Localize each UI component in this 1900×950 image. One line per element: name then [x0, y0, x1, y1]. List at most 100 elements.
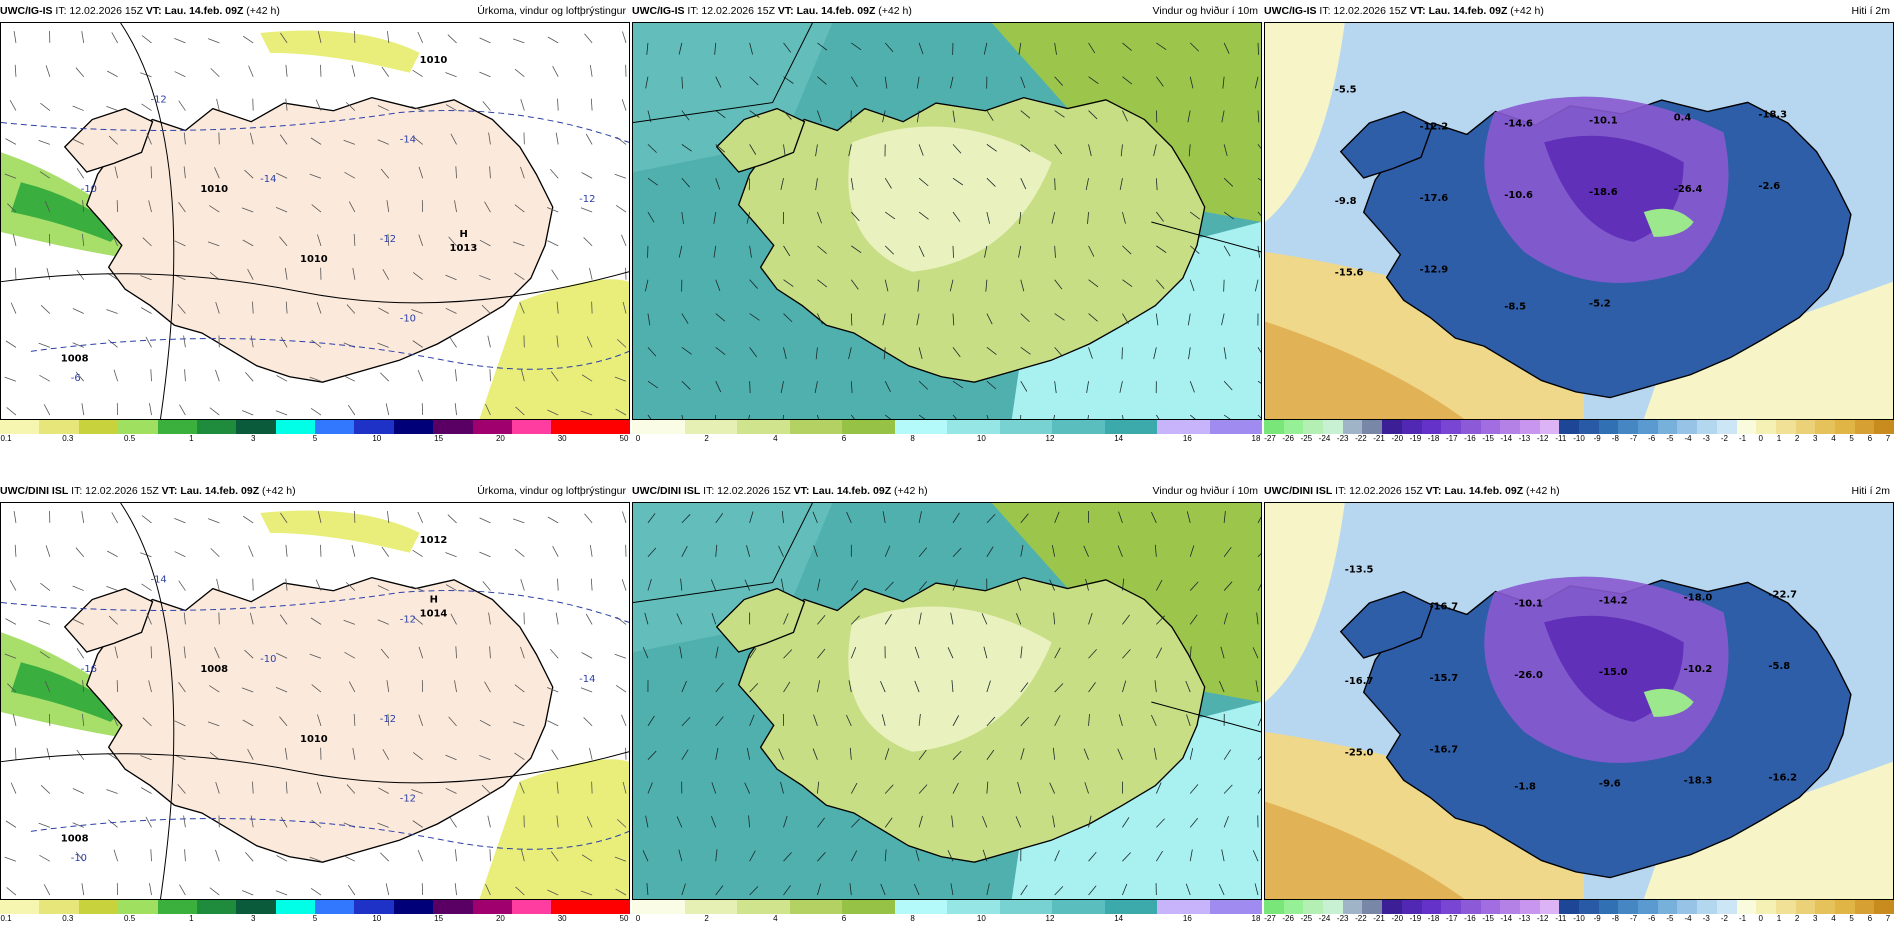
wind-arrow	[1118, 511, 1123, 524]
wind-arrow	[914, 883, 920, 896]
isotherm-label: -12	[380, 714, 396, 725]
wind-arrow	[986, 144, 997, 152]
init-time: IT: 12.02.2026 15Z	[55, 5, 143, 17]
wind-arrow	[952, 380, 964, 389]
wind-arrow	[749, 381, 751, 394]
wind-arrow	[622, 511, 627, 524]
wind-arrow	[555, 132, 559, 145]
colorbar-tick-label: 10	[372, 434, 382, 443]
wind-arrow	[1117, 545, 1123, 557]
wind-arrow	[1153, 747, 1157, 760]
wind-arrow	[851, 245, 862, 253]
wind-arrow	[783, 852, 792, 862]
high-pressure-marker: H	[460, 229, 468, 240]
wind-arrow	[952, 414, 957, 419]
colorbar-swatch	[354, 900, 394, 914]
wind-arrow	[487, 815, 491, 828]
temperature-value: -25.0	[1345, 748, 1374, 759]
wind-arrow	[1054, 279, 1063, 290]
colorbar-tick-label: 5	[1849, 914, 1854, 923]
precip-map: H 1013 1010 1010 1010 1008 -12 -14 -10 -12 -14 -12 -…	[0, 22, 630, 420]
wind-arrow	[817, 76, 827, 85]
coastline	[85, 576, 554, 863]
wind-arrow	[681, 883, 686, 896]
wind-arrow	[1223, 380, 1233, 391]
wind-arrow	[615, 888, 627, 896]
wind-arrow	[209, 887, 220, 896]
colorbar-tick-label: -6	[1648, 434, 1656, 443]
wind-arrow	[378, 787, 389, 794]
precip-map: H 1014 1012 1008 1010 1008 -14 -12 -16 -12 -10 -14 -…	[0, 502, 630, 900]
colorbar-tick-label: -19	[1409, 914, 1422, 923]
wind-arrow	[851, 42, 862, 51]
wind-arrow	[817, 211, 822, 224]
wind-arrow	[141, 35, 152, 44]
wind-arrow	[645, 76, 649, 89]
wind-arrow	[348, 681, 356, 693]
wind-arrow	[108, 615, 118, 625]
colorbar-tick-label: -15	[1482, 914, 1494, 923]
wind-arrow	[583, 717, 593, 727]
high-pressure-marker: H	[430, 595, 438, 606]
colorbar-tick-label: 4	[773, 914, 778, 923]
wind-arrow	[418, 166, 424, 179]
wind-arrow	[72, 618, 84, 625]
colorbar-tick-label: 7	[1885, 434, 1891, 443]
wind-arrow	[1053, 612, 1056, 625]
wind-arrow	[849, 883, 852, 896]
colorbar-swatch	[1157, 900, 1210, 914]
wind-arrow	[817, 883, 822, 896]
temperature-value: -15.7	[1429, 673, 1458, 684]
wind-arrow	[479, 755, 491, 761]
init-time: IT: 12.02.2026 15Z	[1335, 485, 1423, 497]
wind-arrow	[5, 340, 17, 348]
wind-arrow	[214, 647, 220, 659]
wind-arrow	[6, 407, 17, 416]
wind-arrow	[1218, 883, 1225, 896]
wind-arrow	[1122, 211, 1126, 224]
temperature-value: -18.6	[1589, 187, 1618, 198]
colorbar-swatch	[118, 420, 158, 434]
wind-arrow	[1122, 680, 1127, 693]
wind-arrow	[39, 651, 51, 659]
wind-arrow	[884, 245, 895, 255]
temp-map: -5.5 -12.2 -14.6 -10.1 0.4 -18.3 -9.8 -17.6 -10.…	[1264, 22, 1894, 420]
wind-arrow	[382, 269, 390, 280]
temp-area	[1265, 503, 1345, 702]
colorbar-swatch	[0, 900, 40, 914]
westfjords-coastline	[715, 587, 806, 653]
isotherm	[30, 338, 629, 370]
wind-arrow	[386, 680, 390, 693]
colorbar-tick-label: -26	[1282, 434, 1294, 443]
wind-arrow	[681, 749, 689, 760]
wind-arrow	[1189, 414, 1196, 419]
wind-arrow	[353, 713, 356, 726]
wind-arrow	[1189, 381, 1195, 393]
valid-time: VT: Lau. 14.feb. 09Z	[777, 5, 876, 17]
wind-arrow	[1189, 42, 1200, 52]
wind-arrow	[986, 211, 991, 224]
wind-arrow	[986, 313, 993, 325]
wind-arrow	[445, 584, 457, 591]
precip-area	[10, 662, 121, 722]
wind-arrow	[346, 304, 356, 314]
wind-arrow	[1189, 245, 1200, 254]
wind-arrow	[681, 144, 692, 152]
wind-arrow	[177, 784, 186, 794]
wind-arrow	[917, 279, 920, 292]
wind-arrow	[275, 687, 288, 693]
wind-arrow	[183, 166, 186, 179]
wind-arrow	[1122, 110, 1128, 122]
wind-arrow	[714, 414, 717, 419]
temperature-value: -2.6	[1758, 181, 1780, 192]
wind-arrow	[1189, 849, 1193, 862]
wind-arrow	[1020, 748, 1025, 760]
wind-arrow	[250, 335, 254, 348]
temp-area	[1643, 208, 1694, 237]
wind-arrow	[39, 171, 51, 179]
colorbar-swatch	[842, 900, 895, 914]
wind-arrow	[986, 380, 997, 390]
wind-arrow	[412, 272, 423, 281]
wind-arrow	[1223, 245, 1231, 257]
wind-arrow	[1256, 612, 1259, 625]
